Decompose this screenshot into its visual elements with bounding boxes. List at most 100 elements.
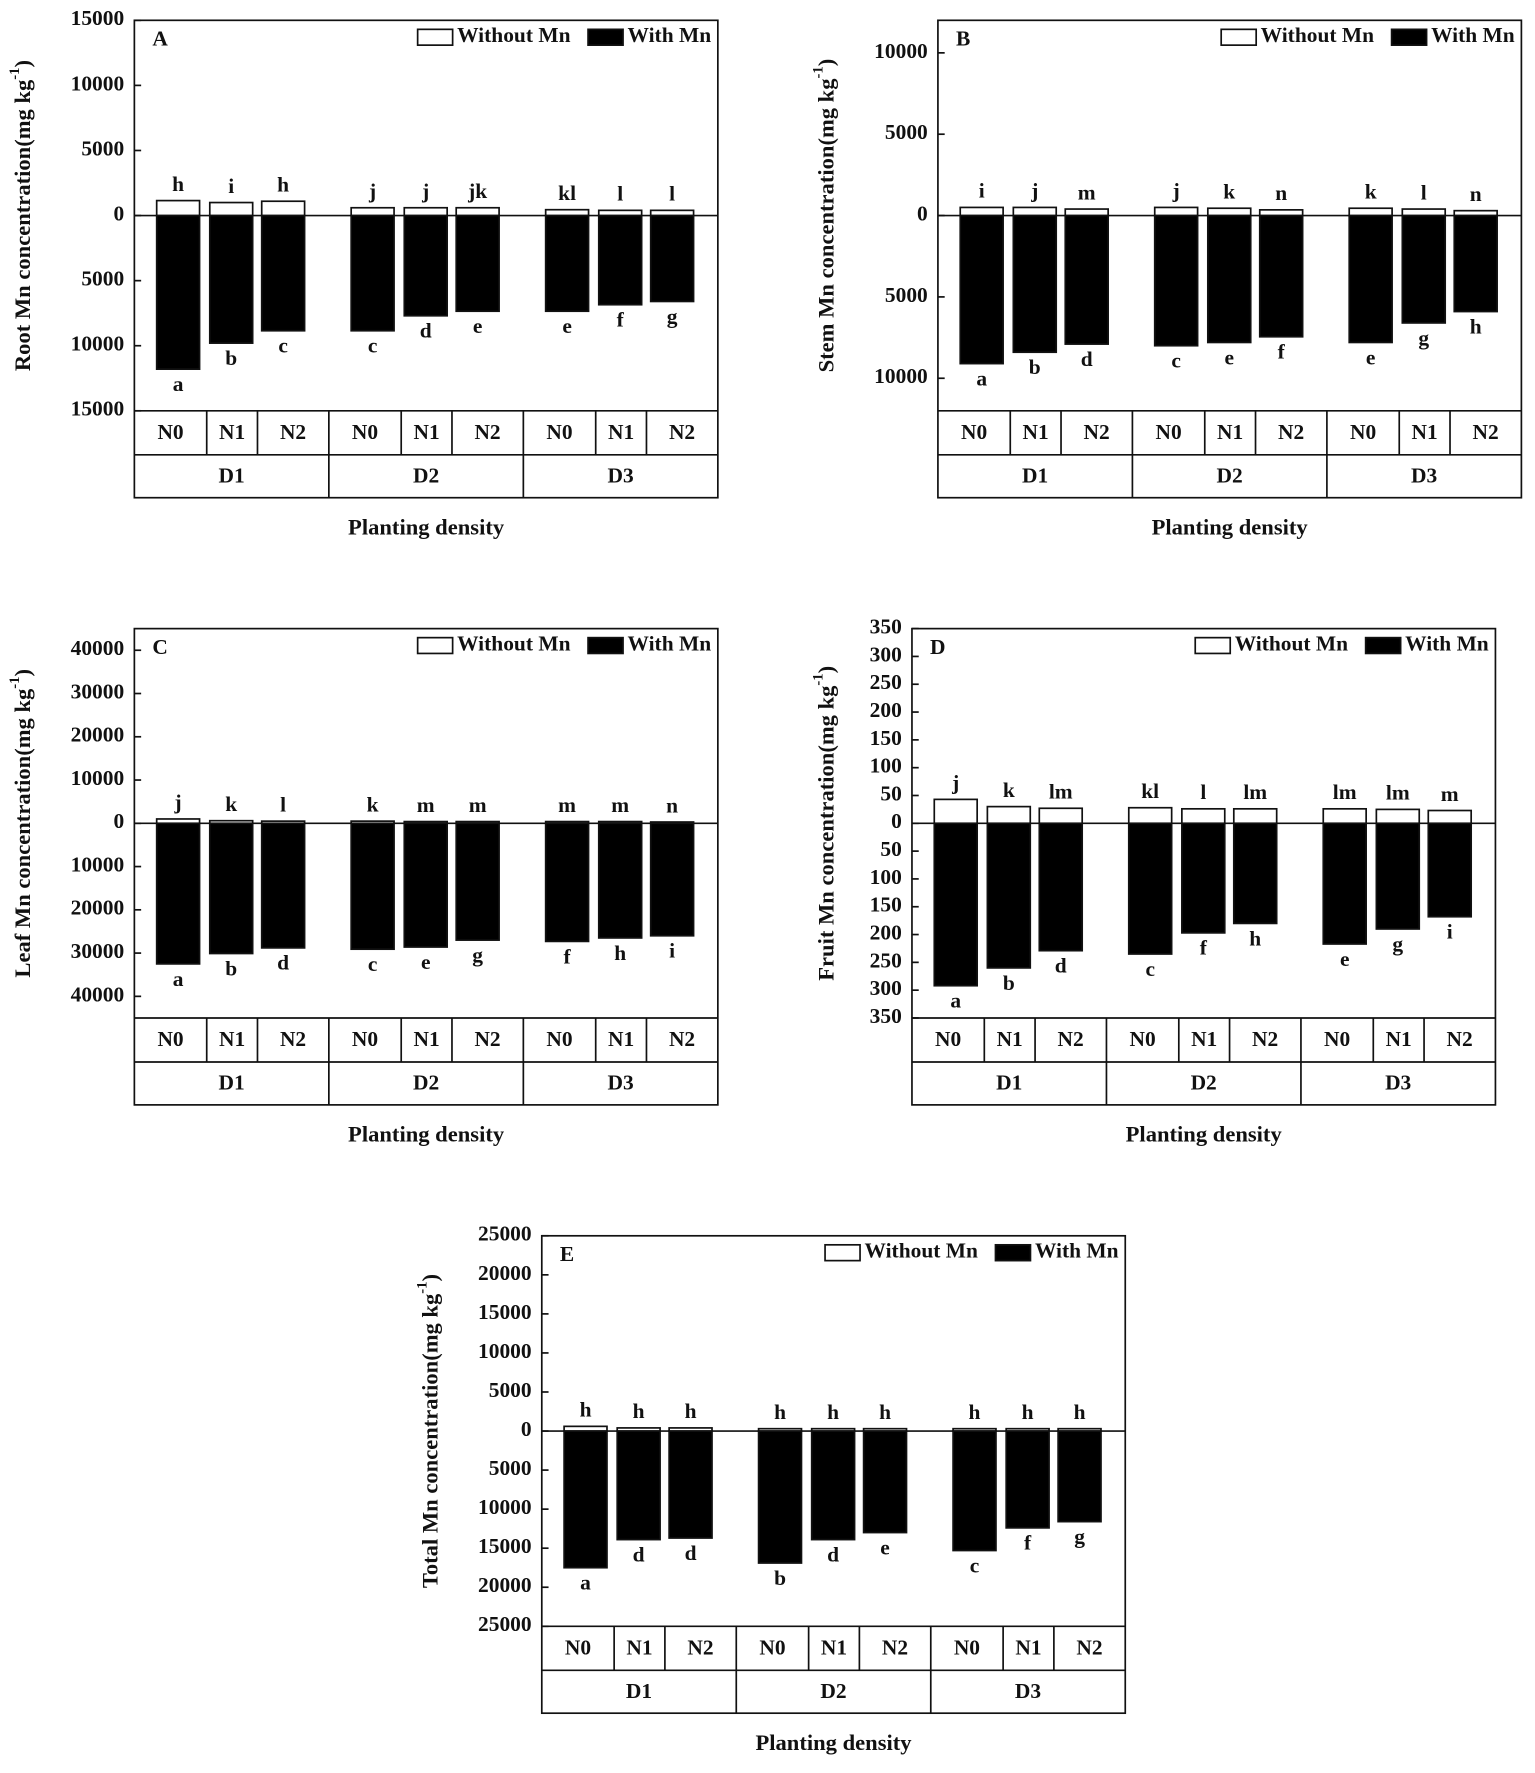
legend-swatch xyxy=(824,1243,861,1262)
x-tick-label: N1 xyxy=(608,1027,634,1051)
group-label: D1 xyxy=(1022,463,1048,487)
bar xyxy=(1348,214,1393,344)
significance-letter: k xyxy=(1003,778,1015,802)
significance-letter: h xyxy=(580,1398,592,1422)
significance-letter: b xyxy=(1029,355,1041,379)
y-tick-label: 15000 xyxy=(478,1300,532,1324)
bar xyxy=(403,822,449,948)
bar xyxy=(544,208,590,217)
y-tick-label: 20000 xyxy=(71,723,125,747)
x-tick-label: N2 xyxy=(474,1027,500,1051)
y-axis-title: Fruit Mn concentration(mg kg-1) xyxy=(811,666,839,981)
significance-letter: lm xyxy=(1243,780,1267,804)
significance-letter: lm xyxy=(1386,781,1410,805)
significance-letter: e xyxy=(562,314,572,338)
group-label: D1 xyxy=(996,1070,1022,1094)
x-tick-label: N2 xyxy=(1076,1635,1102,1659)
y-tick-label: 5000 xyxy=(81,136,124,160)
significance-letter: h xyxy=(774,1400,786,1424)
bar xyxy=(757,1430,803,1564)
y-tick-label: 300 xyxy=(870,976,902,1000)
significance-letter: a xyxy=(976,366,987,390)
significance-letter: n xyxy=(1275,181,1287,205)
x-tick-label: N2 xyxy=(1084,420,1110,444)
significance-letter: h xyxy=(1470,314,1482,338)
y-tick-label: 50 xyxy=(880,781,901,805)
significance-letter: e xyxy=(1340,947,1350,971)
significance-letter: i xyxy=(1447,920,1453,944)
bar xyxy=(1401,214,1447,324)
y-tick-label: 20000 xyxy=(478,1573,532,1597)
significance-letter: m xyxy=(1441,782,1459,806)
y-axis-title-superscript: -1 xyxy=(7,68,23,80)
y-tick-label: 150 xyxy=(870,893,902,917)
significance-letter: h xyxy=(969,1400,981,1424)
x-tick-label: N2 xyxy=(1278,420,1304,444)
bar xyxy=(616,1430,661,1541)
y-tick-label: 0 xyxy=(891,809,902,833)
bar xyxy=(155,199,201,217)
y-tick-label: 50 xyxy=(880,837,901,861)
bar xyxy=(208,214,254,344)
panel: D1 D2 D3 350 300 250 200 150 100 50 0 50 100 150 200 25… xyxy=(811,615,1497,1147)
x-axis-title: Planting density xyxy=(1126,1122,1283,1147)
bar xyxy=(649,214,695,303)
x-tick-label: N0 xyxy=(935,1027,961,1051)
bar xyxy=(933,798,979,825)
significance-letter: e xyxy=(1225,345,1235,369)
y-tick-label: 40000 xyxy=(71,636,125,660)
significance-letter: l xyxy=(280,792,286,816)
significance-letter: k xyxy=(1223,179,1235,203)
panel-letter: A xyxy=(152,27,168,51)
panel: D1 D2 D3 10000 5000 0 5000 10000 N0 i a N1 j b N2 m d N0 j… xyxy=(811,19,1523,539)
significance-letter: k xyxy=(225,792,237,816)
y-tick-label: 20000 xyxy=(478,1261,532,1285)
significance-letter: h xyxy=(827,1400,839,1424)
bar xyxy=(1427,809,1473,825)
significance-letter: h xyxy=(633,1399,645,1423)
significance-letter: n xyxy=(666,793,678,817)
y-tick-label: 10000 xyxy=(478,1339,532,1363)
x-axis-title: Planting density xyxy=(348,1122,505,1147)
bar xyxy=(455,214,500,313)
significance-letter: jk xyxy=(467,179,487,203)
significance-letter: kl xyxy=(558,181,576,205)
significance-letter: d xyxy=(277,951,289,975)
bar xyxy=(1258,214,1304,338)
x-tick-label: N0 xyxy=(352,420,378,444)
bar xyxy=(563,1430,608,1569)
significance-letter: c xyxy=(368,334,378,358)
bar xyxy=(1012,206,1058,217)
y-tick-label: 10000 xyxy=(71,71,125,95)
significance-letter: j xyxy=(1030,179,1038,203)
significance-letter: a xyxy=(950,989,961,1013)
bar xyxy=(208,822,254,955)
legend-swatch xyxy=(587,28,624,46)
bar xyxy=(1127,806,1173,825)
y-axis-title-close: ) xyxy=(10,60,35,68)
significance-letter: h xyxy=(1074,1400,1086,1424)
y-tick-label: 100 xyxy=(870,865,902,889)
x-tick-label: N0 xyxy=(1130,1027,1156,1051)
significance-letter: c xyxy=(278,334,288,358)
group-label: D1 xyxy=(626,1679,652,1703)
bar xyxy=(1375,808,1421,825)
bar xyxy=(986,805,1032,825)
y-tick-label: 150 xyxy=(870,726,902,750)
bar xyxy=(1401,208,1447,217)
significance-letter: h xyxy=(879,1400,891,1424)
x-tick-label: N0 xyxy=(157,1027,183,1051)
bar xyxy=(649,822,695,937)
x-axis-title: Planting density xyxy=(755,1730,912,1755)
y-axis-title-text: Leaf Mn concentration(mg kg xyxy=(10,688,35,978)
y-tick-label: 0 xyxy=(113,201,124,225)
x-tick-label: N0 xyxy=(759,1635,785,1659)
significance-letter: lm xyxy=(1049,780,1073,804)
significance-letter: g xyxy=(1392,932,1403,956)
y-tick-label: 10000 xyxy=(71,332,125,356)
significance-letter: j xyxy=(421,179,429,203)
significance-letter: e xyxy=(473,314,483,338)
bar xyxy=(1232,822,1278,925)
bar xyxy=(862,1430,908,1534)
significance-letter: m xyxy=(469,793,487,817)
